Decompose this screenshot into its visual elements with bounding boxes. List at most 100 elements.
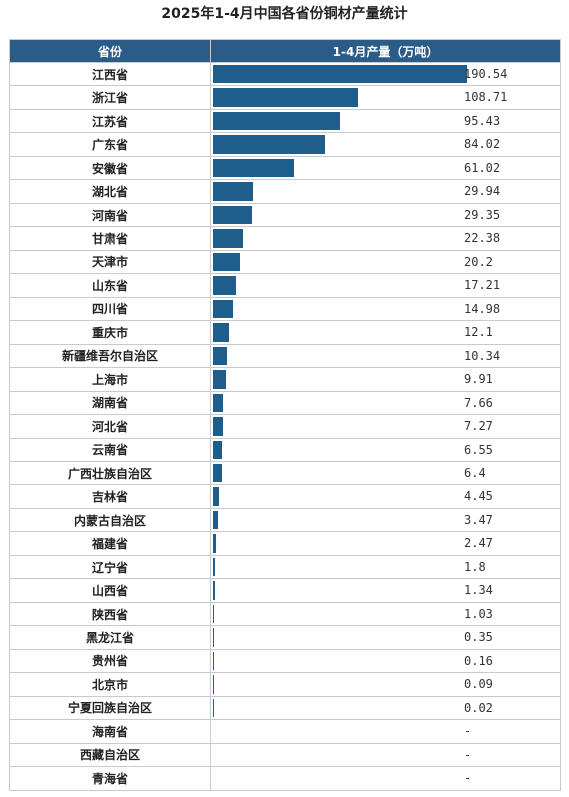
value-label: 108.71 xyxy=(464,90,508,105)
bar-cell: 1.8 xyxy=(210,554,561,580)
province-label: 河南省 xyxy=(9,202,211,228)
bar-cell: 17.21 xyxy=(210,273,561,298)
bar-cell: 9.91 xyxy=(210,367,561,392)
bar xyxy=(213,581,215,600)
bar-cell: 0.16 xyxy=(210,648,561,674)
value-label: 0.02 xyxy=(464,700,493,715)
table-row: 浙江省 108.71 xyxy=(9,85,561,110)
bar xyxy=(213,205,253,225)
bar xyxy=(213,88,358,107)
bar-cell: 0.09 xyxy=(210,672,561,697)
province-label: 四川省 xyxy=(9,296,211,322)
province-label: 内蒙古自治区 xyxy=(9,507,211,533)
province-label: 湖南省 xyxy=(9,390,211,416)
chart-title: 2025年1-4月中国各省份铜材产量统计 xyxy=(161,6,408,22)
province-label: 山东省 xyxy=(9,273,211,298)
bar xyxy=(213,135,325,154)
table-row: 河北省 7.27 xyxy=(9,414,561,439)
value-label: 6.4 xyxy=(464,465,486,480)
province-label: 云南省 xyxy=(9,437,211,462)
value-label: 22.38 xyxy=(464,231,501,246)
province-label: 广西壮族自治区 xyxy=(9,460,211,486)
bar xyxy=(213,229,243,248)
bar-cell: 29.35 xyxy=(210,202,561,228)
province-label: 安徽省 xyxy=(9,155,211,181)
value-label: 6.55 xyxy=(464,442,493,457)
bar-cell: 7.66 xyxy=(210,390,561,416)
value-label: - xyxy=(464,747,472,762)
bar xyxy=(213,393,224,413)
province-label: 湖北省 xyxy=(9,179,211,204)
table-row: 黑龙江省 0.35 xyxy=(9,625,561,650)
bar-cell: 84.02 xyxy=(210,132,561,157)
value-label: 0.35 xyxy=(464,630,493,645)
table-row: 江苏省 95.43 xyxy=(9,108,561,134)
bar-cell: 190.54 xyxy=(210,61,561,87)
bar-cell: 14.98 xyxy=(210,296,561,322)
province-label: 北京市 xyxy=(9,672,211,697)
bar-cell: 10.34 xyxy=(210,343,561,369)
bar xyxy=(213,487,219,506)
province-label: 浙江省 xyxy=(9,85,211,110)
bar-cell: 6.55 xyxy=(210,437,561,462)
value-label: 0.16 xyxy=(464,653,493,668)
value-label: 10.34 xyxy=(464,348,501,363)
bar-cell: 29.94 xyxy=(210,179,561,204)
province-label: 甘肃省 xyxy=(9,226,211,251)
bar xyxy=(213,557,216,577)
bar xyxy=(213,628,214,647)
table-row: 青海省 - xyxy=(9,766,561,791)
value-label: 61.02 xyxy=(464,160,501,175)
table-row: 吉林省 4.45 xyxy=(9,484,561,509)
value-label: 95.43 xyxy=(464,113,501,128)
bar xyxy=(213,299,233,319)
bar xyxy=(213,534,217,553)
value-label: 9.91 xyxy=(464,372,493,387)
bar xyxy=(213,370,227,389)
province-label: 宁夏回族自治区 xyxy=(9,695,211,721)
bar xyxy=(213,276,236,295)
table-row: 江西省 190.54 xyxy=(9,61,561,87)
province-label: 重庆市 xyxy=(9,320,211,345)
value-label: 12.1 xyxy=(464,325,493,340)
province-label: 上海市 xyxy=(9,367,211,392)
table-row: 海南省 - xyxy=(9,719,561,744)
bar xyxy=(213,346,227,366)
table-row: 安徽省 61.02 xyxy=(9,155,561,181)
table-row: 山东省 17.21 xyxy=(9,273,561,298)
table-row: 新疆维吾尔自治区 10.34 xyxy=(9,343,561,369)
table-row: 云南省 6.55 xyxy=(9,437,561,462)
bar xyxy=(213,65,467,84)
table-row: 广东省 84.02 xyxy=(9,132,561,157)
bar-cell: 12.1 xyxy=(210,320,561,345)
province-label: 吉林省 xyxy=(9,484,211,509)
value-label: 7.27 xyxy=(464,419,493,434)
table-row: 山西省 1.34 xyxy=(9,578,561,603)
value-label: 29.94 xyxy=(464,184,501,199)
value-label: 14.98 xyxy=(464,301,501,316)
table-row: 福建省 2.47 xyxy=(9,531,561,556)
bar-cell: 95.43 xyxy=(210,108,561,134)
table-row: 宁夏回族自治区 0.02 xyxy=(9,695,561,721)
bar xyxy=(213,463,222,483)
bar-cell: 1.03 xyxy=(210,601,561,627)
table-row: 内蒙古自治区 3.47 xyxy=(9,507,561,533)
bar xyxy=(213,417,223,436)
table-header-row: 省份 1-4月产量（万吨） xyxy=(9,39,561,63)
value-label: 17.21 xyxy=(464,278,501,293)
bar xyxy=(213,675,214,694)
bar-cell: 108.71 xyxy=(210,85,561,110)
province-label: 辽宁省 xyxy=(9,554,211,580)
value-label: 190.54 xyxy=(464,67,508,81)
province-label: 江西省 xyxy=(9,61,211,87)
province-label: 福建省 xyxy=(9,531,211,556)
province-label: 西藏自治区 xyxy=(9,742,211,768)
table-body: 江西省 190.54 浙江省 108.71 江苏省 95.43 广东省 84.02 安徽省 61.… xyxy=(9,61,561,791)
bar-cell: 2.47 xyxy=(210,531,561,556)
value-label: 20.2 xyxy=(464,254,493,269)
province-label: 山西省 xyxy=(9,578,211,603)
bar-cell: 20.2 xyxy=(210,249,561,275)
table-row: 重庆市 12.1 xyxy=(9,320,561,345)
value-label: - xyxy=(464,724,472,739)
table-row: 四川省 14.98 xyxy=(9,296,561,322)
